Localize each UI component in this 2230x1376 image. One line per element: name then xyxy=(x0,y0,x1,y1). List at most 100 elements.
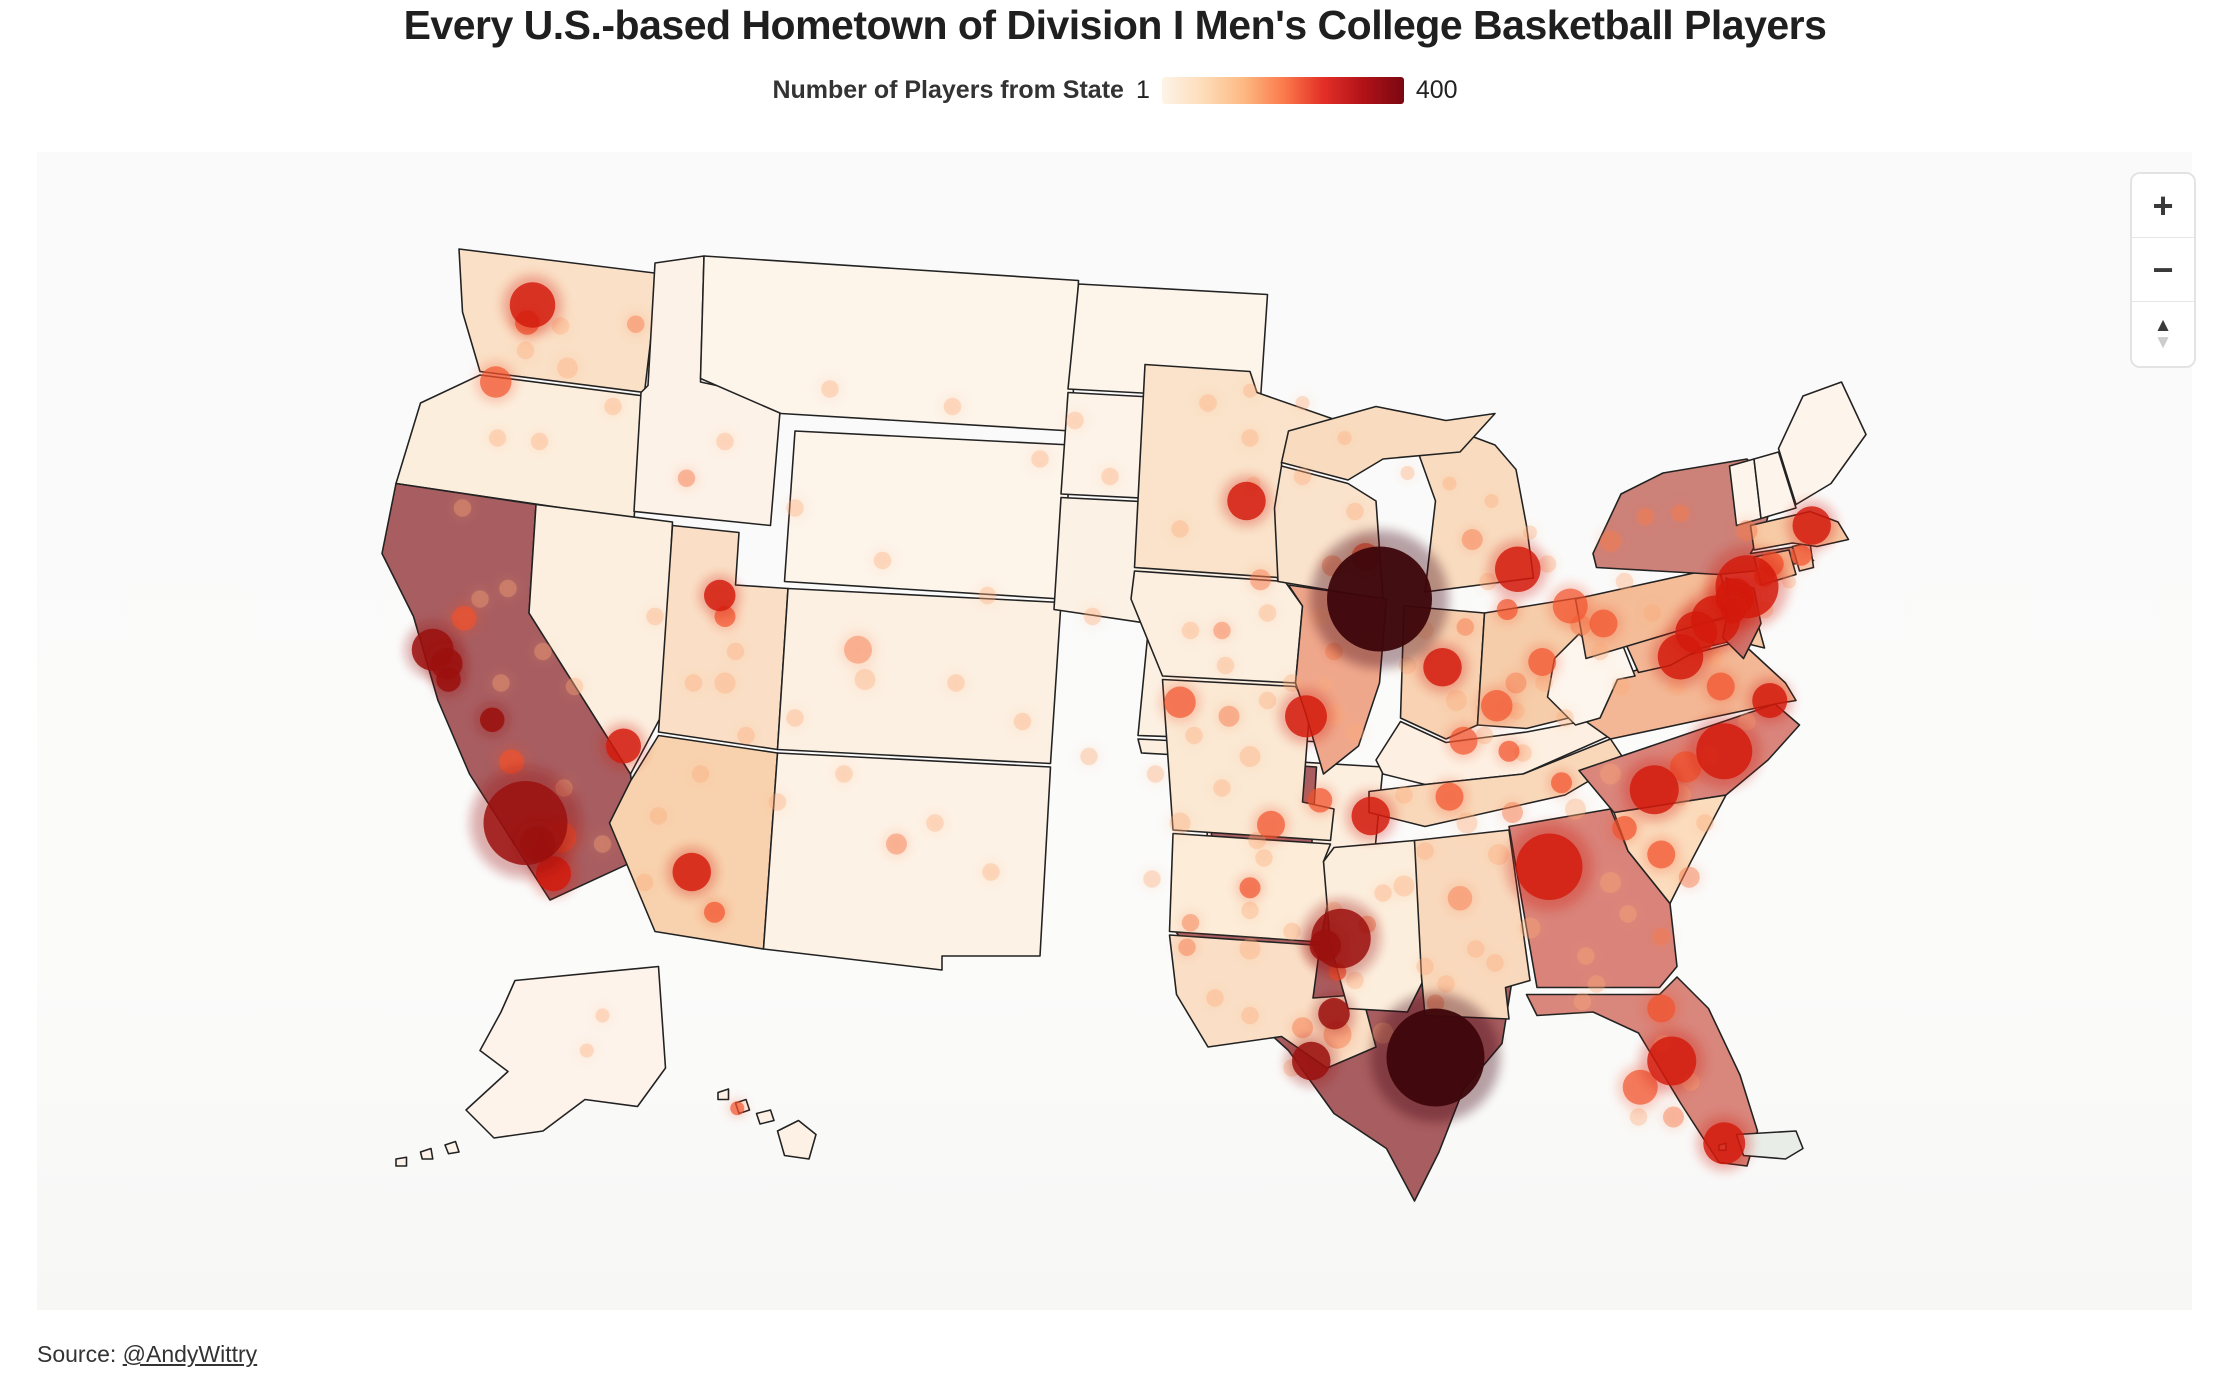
hometown-bubble xyxy=(1647,1036,1697,1086)
hometown-bubble-halo xyxy=(1659,1103,1688,1131)
hometown-bubble-halo xyxy=(1252,846,1276,870)
hometown-bubble xyxy=(844,635,872,664)
state-FL[interactable] xyxy=(1525,976,1759,1167)
hometown-bubble xyxy=(1292,1017,1313,1039)
state-HI[interactable] xyxy=(755,1109,775,1125)
hometown-bubble xyxy=(1488,844,1509,865)
hometown-bubble xyxy=(1600,872,1621,893)
hometown-bubble xyxy=(492,674,510,692)
hometown-bubble xyxy=(1437,975,1455,993)
state-MT[interactable] xyxy=(699,255,1080,432)
hometown-bubble xyxy=(627,315,645,333)
hometown-bubble xyxy=(716,432,734,451)
hometown-bubble-halo xyxy=(513,338,538,363)
state-AK[interactable] xyxy=(465,965,667,1139)
triangle-up-icon: ▲ xyxy=(2153,315,2173,336)
hometown-bubble xyxy=(1292,1041,1331,1081)
hometown-bubble xyxy=(1066,411,1084,430)
state-UT[interactable] xyxy=(657,524,789,751)
hometown-bubble xyxy=(1241,901,1259,920)
hometown-bubble-halo xyxy=(1442,686,1471,715)
state-AK[interactable] xyxy=(419,1147,434,1160)
hometown-bubble xyxy=(1647,840,1676,869)
hometown-bubble-halo xyxy=(1178,911,1203,935)
hometown-bubble xyxy=(1678,866,1700,888)
hometown-bubble xyxy=(1295,396,1310,410)
hometown-bubble-halo xyxy=(593,1006,612,1025)
hometown-bubble xyxy=(1629,1108,1648,1126)
hometown-bubble xyxy=(1239,938,1261,960)
zoom-in-button[interactable]: + xyxy=(2132,174,2194,238)
hometown-bubble xyxy=(1496,599,1518,620)
hometown-bubble-halo xyxy=(1236,935,1264,963)
hometown-bubble xyxy=(1696,814,1714,832)
hometown-bubble-halo xyxy=(450,496,475,520)
hometown-bubble-halo xyxy=(496,576,520,601)
hometown-bubble-halo xyxy=(1596,760,1625,788)
hometown-bubble xyxy=(1589,609,1618,638)
hometown-bubble xyxy=(1250,569,1271,591)
state-WY[interactable] xyxy=(783,430,1073,600)
hometown-bubble xyxy=(499,579,517,598)
hometown-bubble xyxy=(471,590,489,608)
hometown-bubble xyxy=(1752,683,1788,718)
hometown-bubble xyxy=(534,642,552,661)
hometown-bubble xyxy=(1600,530,1621,552)
hometown-bubble-halo xyxy=(1215,702,1243,731)
hometown-bubble xyxy=(1612,677,1630,696)
state-ME[interactable] xyxy=(1777,381,1867,506)
state-CO[interactable] xyxy=(776,587,1062,765)
hometown-bubble xyxy=(1636,508,1655,526)
hometown-bubble-halo xyxy=(1077,744,1101,769)
hometown-bubble-halo xyxy=(1255,601,1280,625)
hometown-bubble xyxy=(1031,450,1049,468)
zoom-out-button[interactable]: − xyxy=(2132,238,2194,302)
hometown-bubble xyxy=(1143,870,1161,888)
hometown-bubble-halo xyxy=(1612,569,1637,594)
hometown-bubble xyxy=(480,366,512,398)
hometown-bubble xyxy=(1556,709,1574,727)
hometown-bubble-halo xyxy=(1464,937,1488,961)
state-HI[interactable] xyxy=(776,1119,817,1160)
hometown-bubble xyxy=(1400,466,1415,480)
hometown-bubble xyxy=(947,674,965,692)
hometown-bubble-halo xyxy=(1484,840,1513,869)
hometown-bubble-halo xyxy=(734,723,758,748)
hometown-bubble xyxy=(1736,520,1758,542)
hometown-bubble xyxy=(1171,520,1189,538)
hometown-bubble-halo xyxy=(1616,902,1640,926)
hometown-bubble-halo xyxy=(1413,839,1437,863)
hometown-bubble xyxy=(1703,1122,1746,1165)
hometown-bubble-halo xyxy=(1166,809,1194,837)
hometown-bubble-halo xyxy=(1443,882,1477,915)
hometown-bubble xyxy=(1083,607,1102,626)
hometown-bubble xyxy=(565,677,584,696)
state-AK[interactable] xyxy=(395,1156,408,1167)
hometown-bubble-halo xyxy=(1434,972,1458,996)
hometown-bubble xyxy=(1309,929,1341,962)
hometown-bubble xyxy=(1181,914,1200,932)
hometown-bubble xyxy=(1528,648,1557,676)
hometown-bubble xyxy=(1461,529,1483,550)
hometown-bubble-halo xyxy=(1293,393,1312,413)
hometown-bubble xyxy=(1283,674,1301,692)
state-HI[interactable] xyxy=(717,1088,730,1101)
hometown-bubble xyxy=(453,499,472,517)
hometown-bubble-halo xyxy=(723,639,748,664)
hometown-bubble-halo xyxy=(468,587,492,611)
legend-min-value: 1 xyxy=(1135,76,1150,104)
hometown-bubble xyxy=(1243,383,1257,398)
state-AK[interactable] xyxy=(444,1140,460,1155)
hometown-bubble-halo xyxy=(1520,523,1540,542)
hometown-bubble xyxy=(1206,989,1224,1007)
hometown-bubble xyxy=(1258,604,1277,622)
state-NM[interactable] xyxy=(762,752,1052,971)
hometown-bubble-halo xyxy=(975,583,1000,608)
hometown-bubble xyxy=(520,826,556,862)
zoom-reset-button[interactable]: ▲ ▼ xyxy=(2132,302,2194,366)
hometown-bubble xyxy=(821,380,839,398)
hometown-bubble xyxy=(1647,994,1676,1023)
source-link[interactable]: @AndyWittry xyxy=(122,1341,258,1367)
hometown-bubble-halo xyxy=(1238,426,1262,450)
hometown-bubble xyxy=(1481,690,1513,722)
